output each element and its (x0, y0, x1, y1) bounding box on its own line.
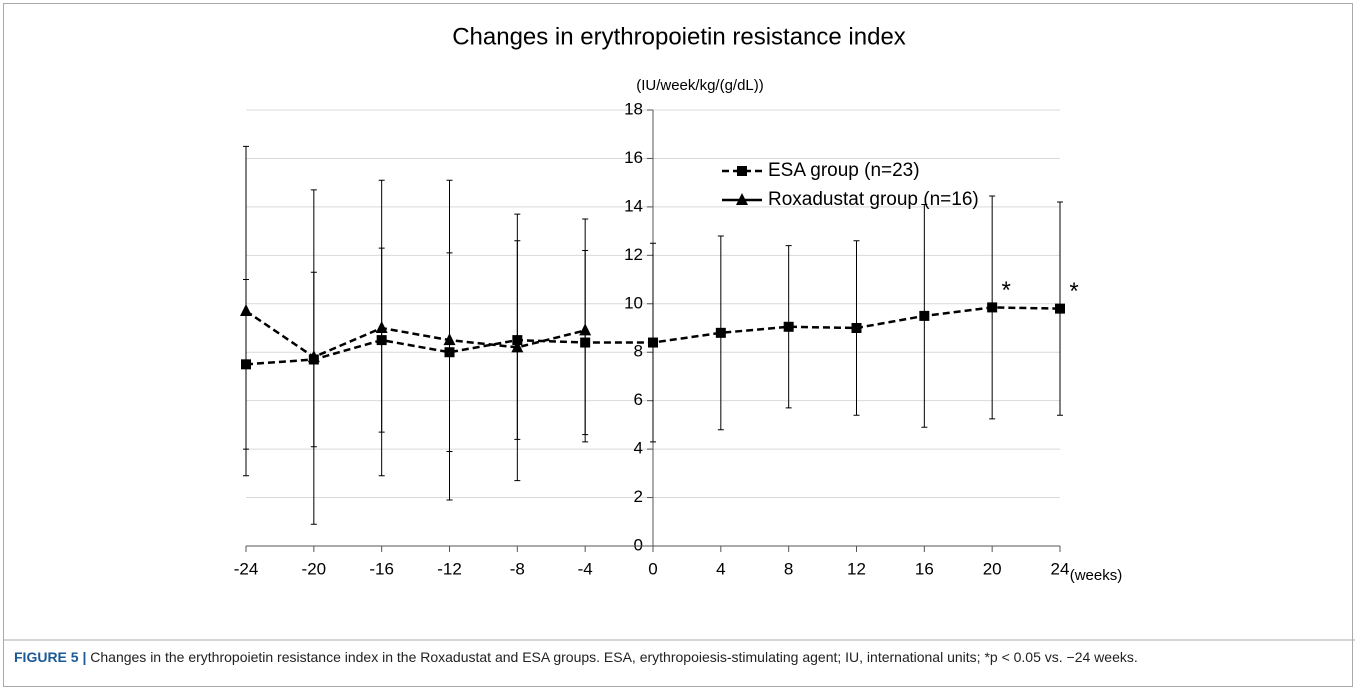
legend-marker (736, 193, 748, 205)
figure-frame (3, 3, 1353, 687)
data-point (715, 327, 726, 338)
data-point (375, 321, 388, 333)
legend-label: Roxadustat group (n=16) (768, 189, 979, 210)
y-tick-label: 0 (634, 535, 643, 554)
data-point (511, 340, 524, 353)
y-tick-label: 2 (634, 487, 643, 506)
legend-label: ESA group (n=23) (768, 160, 920, 181)
x-tick-label: 8 (784, 559, 793, 578)
y-tick-label: 12 (624, 245, 643, 264)
annotation: * (1001, 277, 1010, 304)
y-axis-label: (IU/week/kg/(g/dL)) (636, 77, 764, 94)
data-point (240, 304, 252, 317)
legend-marker (737, 166, 747, 176)
x-tick-label: -12 (437, 559, 462, 578)
data-point (1055, 303, 1065, 314)
x-tick-label: -24 (234, 559, 259, 578)
caption: FIGURE 5 | Changes in the erythropoietin… (14, 648, 1344, 667)
y-tick-label: 14 (624, 196, 643, 215)
data-point (443, 333, 456, 346)
data-point (919, 310, 930, 321)
x-tick-label: 12 (847, 559, 866, 578)
chart-title: Changes in erythropoietin resistance ind… (452, 23, 906, 50)
series-line (245, 310, 586, 359)
x-axis-label: (weeks) (1070, 567, 1123, 584)
x-tick-label: 4 (716, 559, 725, 578)
data-point (307, 350, 320, 363)
data-point (987, 302, 998, 313)
x-tick-label: 20 (983, 559, 1002, 578)
chart: Changes in erythropoietin resistance ind… (3, 23, 1355, 641)
x-tick-label: -16 (369, 559, 394, 578)
x-tick-label: 24 (1051, 559, 1070, 578)
x-tick-label: -8 (510, 559, 525, 578)
x-tick-label: 0 (648, 559, 657, 578)
y-tick-label: 4 (634, 439, 643, 458)
x-tick-label: 16 (915, 559, 934, 578)
data-point (851, 323, 862, 333)
data-point (648, 337, 658, 348)
caption-label: FIGURE 5 | (14, 649, 87, 665)
x-tick-label: -20 (302, 559, 327, 578)
data-point (579, 323, 592, 336)
y-tick-label: 16 (624, 148, 643, 167)
y-tick-label: 6 (634, 390, 643, 409)
annotation: * (1069, 278, 1078, 305)
x-tick-label: -4 (578, 559, 593, 578)
y-tick-label: 8 (634, 342, 643, 361)
y-tick-label: 18 (624, 99, 643, 118)
data-point (783, 321, 794, 332)
y-tick-label: 10 (624, 293, 643, 312)
caption-text: Changes in the erythropoietin resistance… (90, 649, 1138, 665)
